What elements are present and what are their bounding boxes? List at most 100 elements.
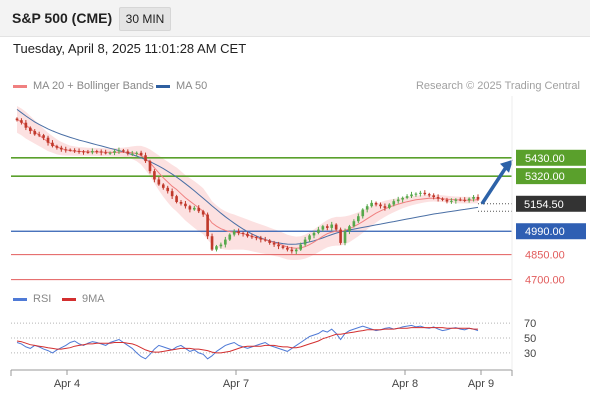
candle-body [321, 226, 325, 230]
candle-body [343, 231, 347, 243]
legend-ma50-label: MA 50 [176, 80, 208, 92]
candle-body [348, 226, 351, 232]
candle-body [383, 206, 387, 208]
candle-body [312, 232, 316, 236]
candle-body [441, 198, 444, 200]
candle-body [86, 151, 90, 153]
forecast-arrow-shaft [480, 164, 509, 205]
candle-body [250, 236, 254, 238]
candle-body [153, 171, 156, 180]
candle-body [472, 197, 475, 199]
candle-body [450, 200, 453, 202]
candle-body [55, 146, 59, 148]
level-label-5320.00: 5320.00 [525, 171, 565, 183]
candle-body [308, 235, 311, 240]
level-badge-4990.00 [516, 223, 586, 240]
candle-body [130, 153, 134, 155]
candle-body [379, 204, 382, 207]
ma20-swatch [13, 84, 27, 88]
candle-body [175, 196, 178, 203]
legend-ma20-label: MA 20 + Bollinger Bands [33, 80, 154, 92]
candle-body [33, 131, 37, 135]
rsi-series-9ma [16, 327, 478, 354]
level-badge-5430.00 [516, 149, 586, 166]
candle-body [91, 151, 94, 153]
candle-body [224, 239, 227, 245]
candle-body [401, 197, 404, 200]
research-credit: Research © 2025 Trading Central [415, 80, 580, 92]
candle-body [215, 246, 218, 250]
legend-ma20: MA 20 + Bollinger Bands [13, 80, 154, 92]
candle-body [281, 246, 285, 248]
candle-body [99, 151, 103, 153]
candle-body [237, 231, 240, 233]
candle-body [51, 142, 54, 147]
candle-body [396, 199, 400, 202]
candle-body [179, 202, 183, 204]
candle-body [272, 242, 276, 245]
candle-body [259, 237, 263, 240]
candle-body [339, 229, 342, 243]
candle-body [286, 247, 289, 250]
candle-body [246, 233, 249, 237]
candle-body [228, 234, 232, 240]
candle-body [126, 151, 130, 154]
candle-body [463, 199, 467, 201]
candle-body [139, 152, 143, 156]
candle-body [427, 194, 431, 196]
candle-body [104, 152, 107, 154]
candle-body [454, 199, 458, 201]
candle-body [157, 179, 161, 185]
candle-body [148, 161, 152, 172]
ma50-swatch [156, 84, 170, 88]
candle-body [82, 151, 85, 153]
candle-body [188, 206, 192, 210]
candle-body [28, 127, 32, 132]
candle-body [432, 195, 435, 198]
candle-body [117, 150, 121, 152]
candle-body [357, 216, 360, 222]
candle-body [392, 201, 396, 205]
timestamp: Tuesday, April 8, 2025 11:01:28 AM CET [13, 41, 247, 56]
candle-body [201, 211, 205, 215]
candle-body [170, 191, 174, 197]
legend-ma9-label: 9MA [82, 293, 105, 305]
candle-body [388, 204, 391, 208]
level-label-4850.00: 4850.00 [525, 250, 565, 262]
x-axis-label: Apr 8 [392, 378, 418, 390]
candle-body [192, 207, 196, 210]
candle-body [184, 203, 187, 207]
ma50-line [16, 109, 479, 245]
candle-body [419, 192, 422, 194]
candle-body [361, 209, 365, 217]
candle-body [370, 202, 373, 207]
candle-body [46, 137, 50, 143]
current-price-label: 5154.50 [524, 199, 564, 211]
candle-body [294, 249, 298, 252]
candle-body [414, 193, 418, 195]
timeframe-button[interactable]: 30 MIN [119, 7, 171, 31]
forecast-arrow-head [500, 159, 513, 173]
candle-body [423, 192, 427, 195]
candle-body [24, 122, 28, 128]
candle-body [166, 187, 170, 192]
legend-rsi-label: RSI [33, 293, 52, 305]
candle-body [255, 237, 258, 239]
candle-body [161, 184, 165, 188]
candle-body [374, 202, 378, 205]
candle-body [436, 197, 440, 199]
ma9-swatch [62, 297, 76, 301]
current-price-badge [516, 195, 586, 212]
candle-body [113, 151, 116, 153]
level-label-5430.00: 5430.00 [525, 153, 565, 165]
candle-body [317, 229, 320, 233]
candle-body [365, 206, 369, 210]
candle-body [458, 199, 462, 201]
candle-body [20, 120, 23, 123]
candle-body [135, 152, 138, 154]
candle-body [37, 134, 41, 136]
candle-body [352, 221, 356, 227]
legend-rsi: RSI [13, 293, 51, 305]
rsi-tick-label-30: 30 [524, 348, 536, 360]
